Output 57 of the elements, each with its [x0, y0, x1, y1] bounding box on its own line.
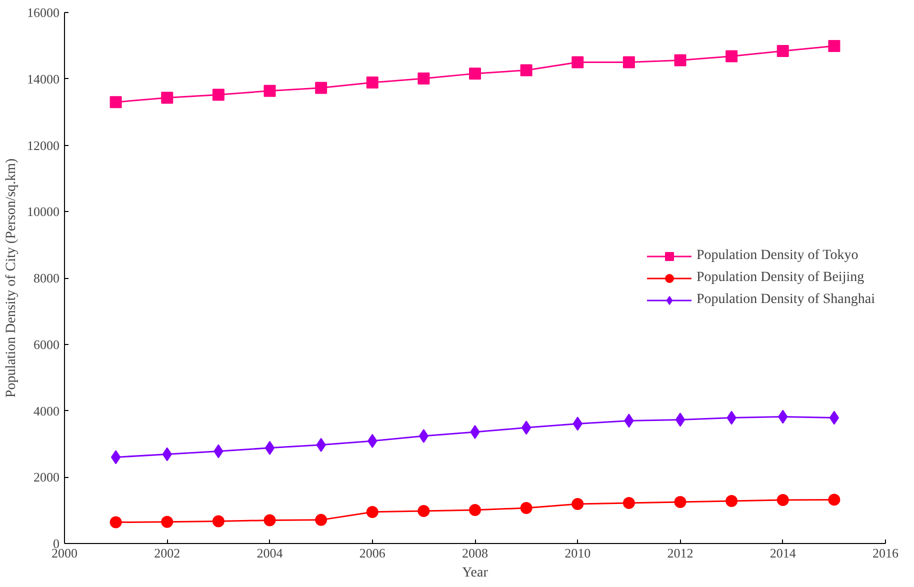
- point: [366, 76, 378, 89]
- x-tick-label: 2012: [667, 546, 694, 560]
- legend-label: Population Density of Beijing: [696, 270, 864, 286]
- point: [674, 54, 686, 66]
- point: [418, 72, 430, 85]
- y-tick-label: 16000: [27, 5, 60, 20]
- point: [622, 497, 635, 509]
- point: [110, 516, 122, 528]
- legend-label: Population Density of Tokyo: [696, 248, 858, 264]
- point: [264, 84, 276, 97]
- point: [418, 504, 430, 517]
- x-tick-label: 2002: [154, 546, 180, 560]
- point: [829, 410, 840, 425]
- point: [726, 495, 738, 508]
- y-tick-label: 4000: [34, 403, 60, 418]
- point: [572, 56, 584, 68]
- x-axis-title: Year: [462, 566, 488, 580]
- point: [776, 494, 789, 506]
- y-tick-label: 10000: [27, 204, 60, 220]
- point: [469, 504, 481, 516]
- x-tick-label: 2010: [564, 546, 591, 560]
- point: [622, 56, 635, 68]
- y-tick-label: 14000: [27, 71, 60, 86]
- x-tick-label: 2016: [872, 546, 899, 560]
- point: [674, 496, 686, 508]
- point: [776, 45, 789, 57]
- x-tick-label: 2008: [462, 546, 488, 560]
- point: [366, 506, 378, 518]
- point: [212, 88, 224, 101]
- y-tick-label: 8000: [34, 270, 60, 286]
- legend-label: Population Density of Shanghai: [696, 292, 875, 308]
- point: [264, 440, 275, 455]
- point: [212, 515, 224, 528]
- point: [418, 428, 429, 443]
- point: [264, 514, 276, 526]
- point: [520, 64, 532, 76]
- point: [520, 502, 532, 514]
- y-tick-label: 6000: [34, 336, 60, 352]
- point: [161, 516, 174, 528]
- point: [110, 450, 121, 464]
- point: [726, 50, 738, 62]
- point: [315, 514, 328, 526]
- y-tick-label: 2000: [34, 470, 60, 485]
- x-tick-label: 2006: [359, 546, 386, 560]
- x-tick-label: 2004: [256, 546, 284, 560]
- point: [828, 494, 840, 506]
- y-tick-label: 12000: [27, 138, 60, 153]
- point: [572, 498, 584, 510]
- point: [828, 40, 840, 52]
- point: [469, 68, 481, 80]
- point: [161, 92, 174, 104]
- point: [675, 412, 686, 427]
- point: [110, 96, 122, 108]
- point: [315, 82, 328, 94]
- y-axis-title: Population Density of City (Person/sq.km): [4, 158, 19, 398]
- point: [521, 420, 532, 435]
- x-tick-label: 2014: [770, 546, 796, 560]
